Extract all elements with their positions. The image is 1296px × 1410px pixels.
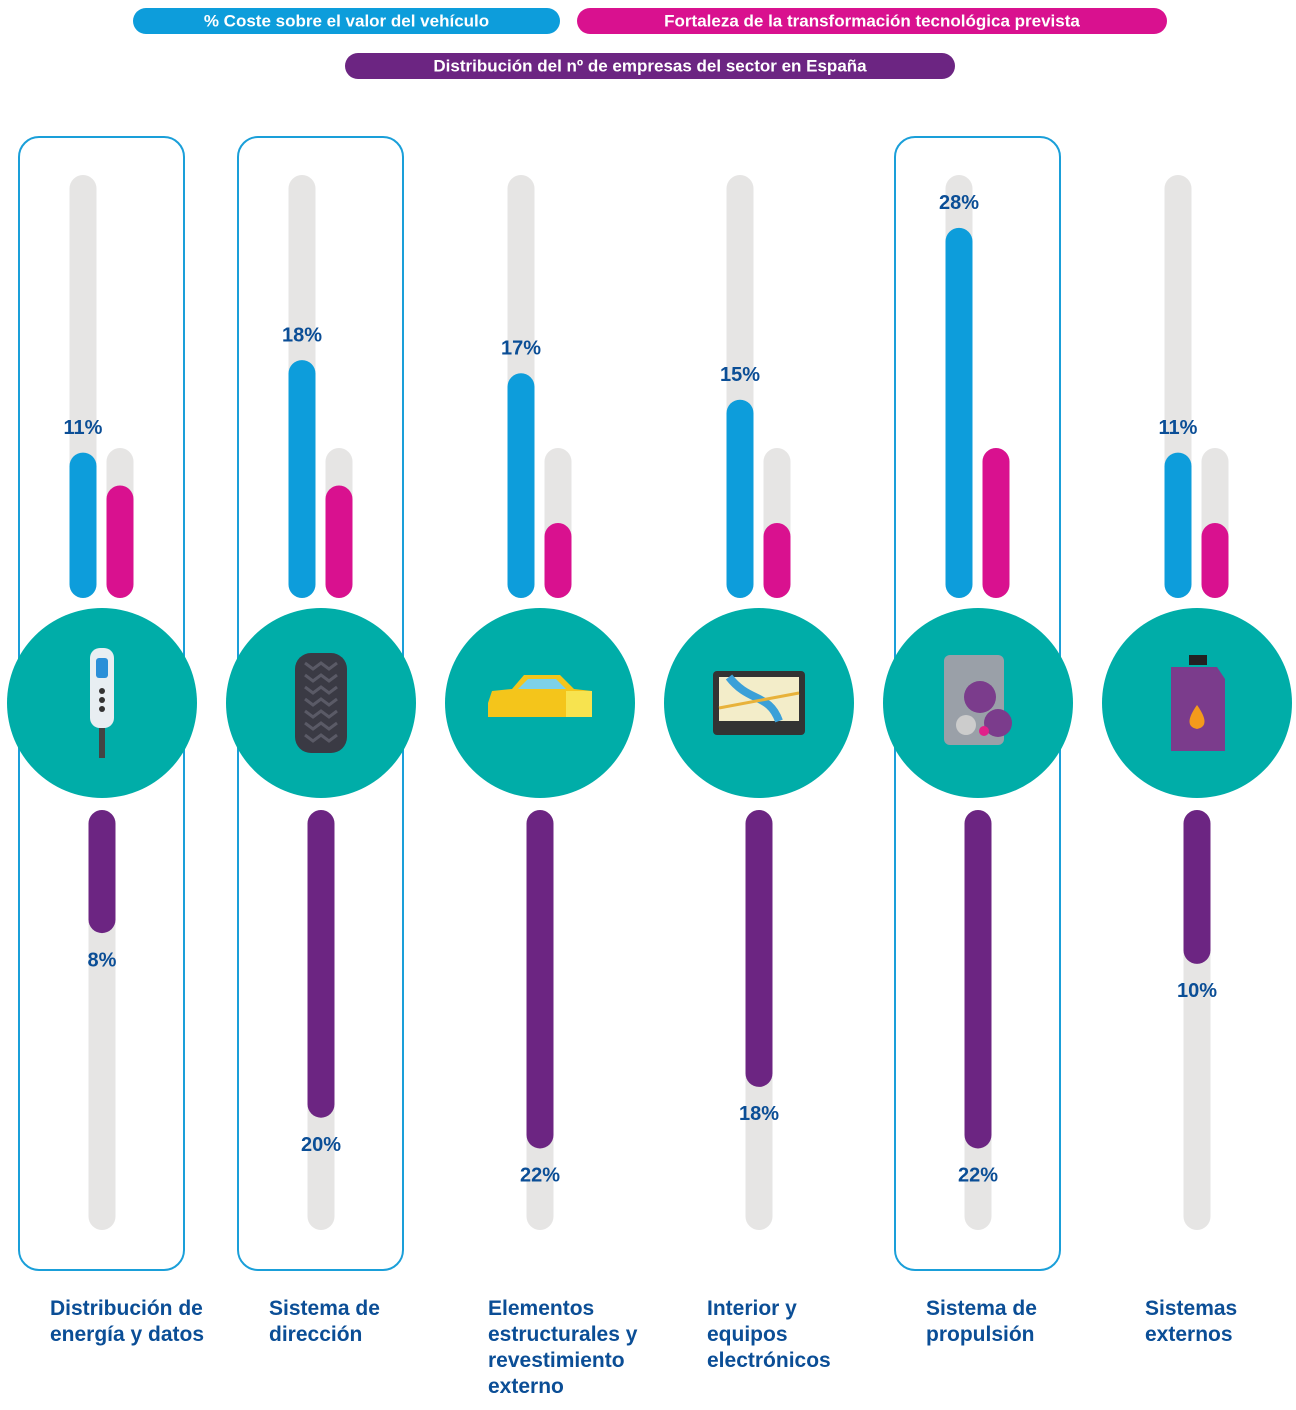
category-label: Sistema de propulsión: [926, 1297, 1037, 1346]
value-label: 8%: [88, 949, 117, 971]
icon-part: [566, 691, 592, 717]
icon-part: [718, 691, 800, 710]
value-label: 10%: [1177, 980, 1217, 1002]
value-label: 28%: [939, 192, 979, 214]
bar: [88, 810, 116, 934]
bar: [69, 452, 97, 598]
bar: [726, 399, 754, 598]
value-label: 11%: [1159, 417, 1198, 439]
bar: [745, 810, 773, 1087]
bar: [325, 485, 353, 598]
bar: [544, 523, 572, 598]
icon-part: [1189, 705, 1205, 729]
icon-part: [295, 653, 347, 753]
icon-part: [725, 674, 783, 723]
icon-part: [304, 673, 338, 683]
icon-part: [956, 715, 976, 735]
icon: [713, 671, 805, 735]
value-label: 18%: [282, 324, 322, 346]
bar: [106, 485, 134, 598]
icon: [1171, 655, 1225, 751]
icon-part: [1189, 655, 1207, 665]
bar: [307, 810, 335, 1118]
icon-part: [304, 697, 338, 707]
icon-part: [304, 685, 338, 695]
value-label: 22%: [958, 1165, 998, 1187]
icon-part: [99, 706, 105, 712]
icon-part: [99, 688, 105, 694]
legend-label: Fortaleza de la transformación tecnológi…: [664, 11, 1080, 30]
bar: [763, 523, 791, 598]
value-label: 17%: [501, 338, 541, 360]
icon-part: [964, 681, 996, 713]
icon-part: [304, 709, 338, 719]
icon-part: [984, 709, 1012, 737]
legend-swatch: [345, 53, 955, 79]
bar: [288, 360, 316, 598]
category-label: Sistema de dirección: [269, 1297, 380, 1346]
legend-swatch: [577, 8, 1167, 34]
value-label: 20%: [301, 1134, 341, 1156]
legend-label: Distribución del nº de empresas del sect…: [433, 56, 867, 75]
category-label: Elementos estructurales y revestimiento …: [488, 1297, 638, 1398]
icon-part: [304, 661, 338, 671]
icon: [295, 653, 347, 753]
bar: [1164, 452, 1192, 598]
icon-part: [99, 728, 105, 758]
value-label: 15%: [720, 364, 760, 386]
icon-part: [99, 697, 105, 703]
icon-part: [518, 679, 566, 689]
bar: [1201, 523, 1229, 598]
icon-part: [979, 726, 989, 736]
category-label: Distribución de energía y datos: [50, 1297, 205, 1346]
legend-swatch: [133, 8, 560, 34]
bar: [1183, 810, 1211, 964]
icon-part: [304, 733, 338, 743]
value-label: 11%: [64, 417, 103, 439]
category-label: Sistemas externos: [1145, 1297, 1238, 1346]
category-label: Interior y equipos electrónicos: [707, 1297, 831, 1372]
legend-label: % Coste sobre el valor del vehículo: [204, 11, 489, 30]
icon-part: [96, 658, 108, 678]
bar: [964, 810, 992, 1149]
icon: [944, 655, 1012, 745]
value-label: 22%: [520, 1165, 560, 1187]
value-label: 18%: [739, 1103, 779, 1125]
icon-part: [304, 721, 338, 731]
icon: [90, 648, 114, 758]
bar: [526, 810, 554, 1149]
bar: [982, 448, 1010, 598]
bar: [507, 373, 535, 598]
bar: [945, 227, 973, 598]
icon: [488, 675, 592, 717]
